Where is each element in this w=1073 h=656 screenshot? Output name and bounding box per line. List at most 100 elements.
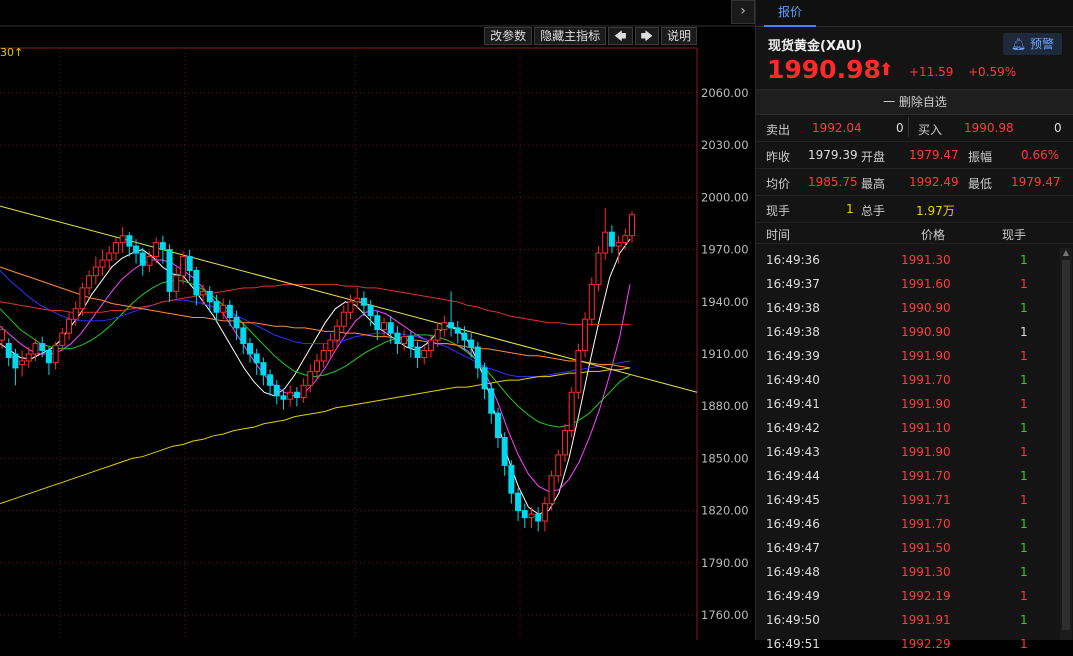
scroll-up-icon[interactable]: ▲ bbox=[1062, 248, 1070, 257]
tick-row: 16:49:42 1991.10 1 bbox=[756, 416, 1056, 440]
amplitude-label: 振幅 bbox=[968, 150, 993, 164]
tick-price: 1991.50 bbox=[901, 541, 951, 555]
candle-body bbox=[72, 308, 79, 320]
remove-favorite-button[interactable]: 一 删除自选 bbox=[756, 89, 1073, 115]
tick-volume: 1 bbox=[1020, 541, 1028, 555]
stats-row-1: 昨收 1979.39 开盘 1979.47 振幅 0.66% bbox=[756, 142, 1073, 169]
candle-body bbox=[314, 360, 320, 372]
price-row: 1990.98 ⬆ +11.59 +0.59% bbox=[756, 55, 1073, 89]
tick-row: 16:49:46 1991.70 1 bbox=[756, 512, 1056, 536]
tick-volume: 1 bbox=[1020, 373, 1028, 387]
help-button[interactable]: 说明 bbox=[660, 27, 697, 45]
candle-body bbox=[5, 343, 12, 358]
tick-list[interactable]: 16:49:36 1991.30 1 16:49:37 1991.60 1 16:49:38… bbox=[756, 248, 1056, 656]
stats-row-3: 现手 1 总手 1.97万 bbox=[756, 196, 1073, 223]
quote-panel: 报价 现货黄金(XAU) 🔔︎ 预警 1990.98 ⬆ +11.59 +0.5… bbox=[755, 0, 1073, 651]
next-arrow-icon[interactable]: 🡆 bbox=[634, 27, 659, 45]
bid-ask-row: 卖出 1992.04 0 买入 1990.98 0 bbox=[756, 115, 1073, 142]
prev-arrow-icon[interactable]: 🡄 bbox=[608, 27, 633, 45]
kline-chart-area[interactable]: 2060.00 2030.00 2000.00 1970.00 1940.00 1910.… bbox=[0, 0, 755, 640]
modify-params-button[interactable]: 改参数 bbox=[484, 27, 533, 45]
y-tick-label: 2030.00 bbox=[701, 138, 749, 152]
candle-body bbox=[220, 304, 227, 313]
candle-body bbox=[468, 339, 475, 348]
scroll-thumb[interactable] bbox=[1062, 260, 1070, 630]
tick-row: 16:49:40 1991.70 1 bbox=[756, 368, 1056, 392]
tick-price: 1991.90 bbox=[901, 445, 951, 459]
candle-body bbox=[629, 214, 635, 237]
candle-body bbox=[407, 336, 414, 348]
candle-body bbox=[528, 513, 535, 519]
candle-body bbox=[300, 384, 307, 399]
divider bbox=[908, 117, 909, 137]
high-label: 最高 bbox=[861, 177, 886, 191]
buy-volume: 0 bbox=[1054, 121, 1062, 135]
tick-price: 1991.60 bbox=[901, 277, 951, 291]
stats-row-2: 均价 1985.75 最高 1992.49 最低 1979.47 bbox=[756, 169, 1073, 196]
tick-volume: 1 bbox=[1020, 277, 1028, 291]
y-tick-label: 1910.00 bbox=[701, 347, 749, 361]
tick-volume: 1 bbox=[1020, 637, 1028, 651]
tick-time: 16:49:50 bbox=[766, 613, 820, 627]
candle-body bbox=[568, 391, 575, 432]
tick-time: 16:49:48 bbox=[766, 565, 820, 579]
candle-body bbox=[139, 252, 146, 266]
tick-row: 16:49:47 1991.50 1 bbox=[756, 536, 1056, 560]
total-vol-label: 总手 bbox=[861, 204, 886, 218]
candle-body bbox=[501, 437, 508, 466]
tick-time: 16:49:44 bbox=[766, 469, 820, 483]
candle-body bbox=[106, 252, 113, 261]
candle-body bbox=[381, 322, 388, 331]
candle-body bbox=[488, 388, 495, 414]
ma-line-ma250 bbox=[0, 367, 631, 505]
candle-body bbox=[374, 315, 381, 331]
tick-volume: 1 bbox=[1020, 421, 1028, 435]
tick-time: 16:49:40 bbox=[766, 373, 820, 387]
tick-price: 1992.19 bbox=[901, 589, 951, 603]
tick-header-vol: 现手 bbox=[1002, 228, 1027, 242]
tick-volume: 1 bbox=[1020, 517, 1028, 531]
candle-body bbox=[240, 327, 247, 345]
tick-scrollbar[interactable]: ▲ bbox=[1060, 248, 1072, 640]
collapse-panel-icon[interactable]: › bbox=[731, 0, 755, 24]
candle-body bbox=[340, 311, 347, 327]
buy-label: 买入 bbox=[918, 123, 943, 137]
tick-row: 16:49:43 1991.90 1 bbox=[756, 440, 1056, 464]
tick-volume: 1 bbox=[1020, 469, 1028, 483]
tick-row: 16:49:41 1991.90 1 bbox=[756, 392, 1056, 416]
candle-body bbox=[226, 304, 233, 318]
tick-row: 16:49:44 1991.70 1 bbox=[756, 464, 1056, 488]
candle-body bbox=[387, 322, 394, 334]
candle-body bbox=[360, 297, 367, 306]
tick-volume: 1 bbox=[1020, 253, 1028, 267]
y-tick-label: 1820.00 bbox=[701, 504, 749, 518]
tick-time: 16:49:38 bbox=[766, 301, 820, 315]
tick-time: 16:49:46 bbox=[766, 517, 820, 531]
tick-row: 16:49:36 1991.30 1 bbox=[756, 248, 1056, 272]
y-tick-label: 1760.00 bbox=[701, 608, 749, 622]
tick-row: 16:49:39 1991.90 1 bbox=[756, 344, 1056, 368]
tick-time: 16:49:43 bbox=[766, 445, 820, 459]
alert-button[interactable]: 🔔︎ 预警 bbox=[1002, 33, 1062, 55]
candle-body bbox=[200, 290, 207, 296]
tick-volume: 1 bbox=[1020, 589, 1028, 603]
tick-volume: 1 bbox=[1020, 301, 1028, 315]
candle-body bbox=[59, 332, 66, 346]
candle-body bbox=[45, 350, 52, 364]
price-change: +11.59 bbox=[909, 65, 954, 79]
up-arrow-icon: ⬆ bbox=[879, 60, 894, 80]
candle-body bbox=[153, 242, 160, 258]
candle-body bbox=[193, 269, 200, 296]
tick-price: 1991.70 bbox=[901, 373, 951, 387]
candle-body bbox=[427, 339, 434, 352]
tab-quote[interactable]: 报价 bbox=[764, 0, 817, 27]
hide-indicator-button[interactable]: 隐藏主指标 bbox=[534, 27, 607, 45]
y-tick-label: 1880.00 bbox=[701, 399, 749, 413]
low-label: 最低 bbox=[968, 177, 993, 191]
y-tick-label: 1850.00 bbox=[701, 451, 749, 465]
kline-chart[interactable]: 2060.00 2030.00 2000.00 1970.00 1940.00 1910.… bbox=[0, 0, 755, 640]
candle-body bbox=[481, 367, 488, 390]
candle-body bbox=[494, 412, 501, 439]
candle-body bbox=[119, 235, 126, 244]
tick-header-price: 价格 bbox=[921, 228, 946, 242]
